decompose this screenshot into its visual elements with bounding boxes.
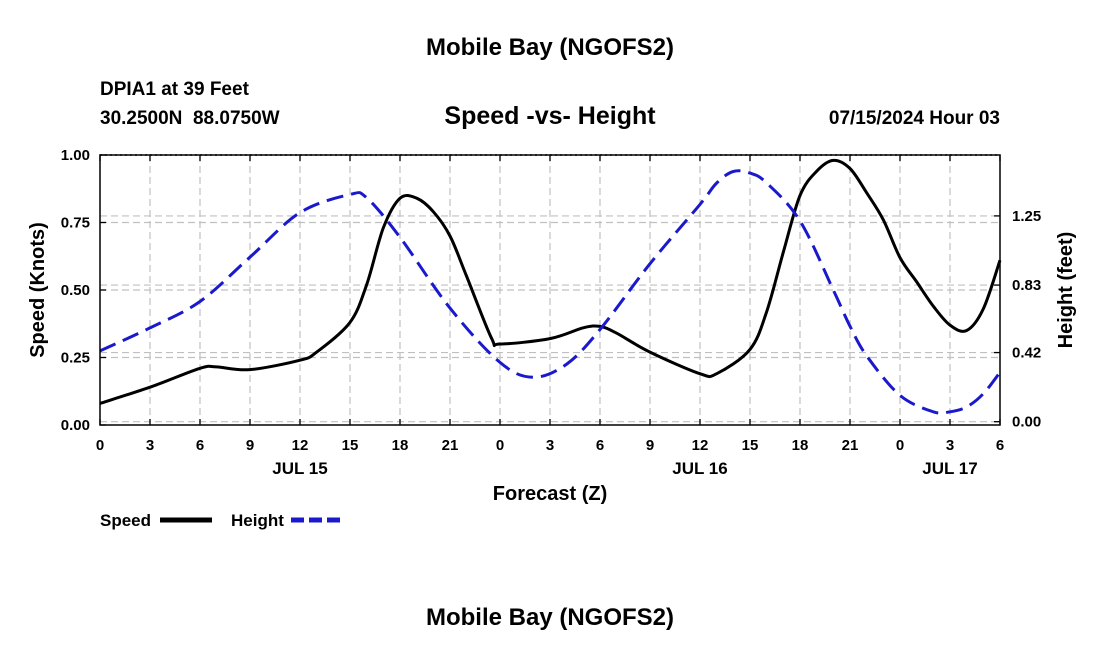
- y-left-tick-label: 0.00: [61, 417, 90, 434]
- plot-title: Speed -vs- Height: [444, 102, 656, 130]
- x-tick-label: 9: [246, 437, 254, 454]
- y-right-tick-label: 0.83: [1012, 277, 1041, 294]
- x-tick-label: 15: [742, 437, 759, 454]
- chart-main-title: Mobile Bay (NGOFS2): [426, 34, 674, 61]
- day-label: JUL 15: [272, 459, 327, 478]
- x-tick-label: 12: [692, 437, 709, 454]
- legend: Speed Height: [100, 511, 343, 530]
- y-left-tick-label: 1.00: [61, 147, 90, 164]
- x-tick-label: 9: [646, 437, 654, 454]
- height-series-line: [99, 169, 1002, 415]
- y-left-tick-label: 0.25: [61, 350, 90, 367]
- x-tick-label: 21: [442, 437, 459, 454]
- footer-title: Mobile Bay (NGOFS2): [426, 604, 674, 631]
- x-tick-label: 3: [546, 437, 554, 454]
- station-label: DPIA1 at 39 Feet: [100, 79, 250, 100]
- forecast-datetime: 07/15/2024 Hour 03: [829, 108, 1000, 129]
- y-left-tick-label: 0.75: [61, 215, 90, 232]
- y-axis-right-title: Height (feet): [1055, 232, 1077, 349]
- grid: [100, 155, 1000, 425]
- x-tick-label: 0: [896, 437, 904, 454]
- x-tick-label: 18: [792, 437, 809, 454]
- x-tick-label: 6: [596, 437, 604, 454]
- x-tick-label: 0: [96, 437, 104, 454]
- x-tick-label: 21: [842, 437, 859, 454]
- y-axis-left-title: Speed (Knots): [27, 222, 49, 358]
- series-layer: [99, 158, 1002, 415]
- x-tick-label: 6: [196, 437, 204, 454]
- legend-height-label: Height: [231, 511, 284, 530]
- x-tick-label: 6: [996, 437, 1004, 454]
- station-coordinates: 30.2500N 88.0750W: [100, 108, 280, 129]
- day-label: JUL 17: [922, 459, 977, 478]
- x-tick-label: 3: [946, 437, 954, 454]
- axes: 0 3 6 9 12 15 18 21 0 3 6 9 12 15 18 21 0 3 6 JUL 15 JUL 16 J…: [61, 147, 1041, 478]
- y-right-tick-label: 0.00: [1012, 414, 1041, 431]
- x-tick-label: 15: [342, 437, 359, 454]
- x-tick-label: 18: [392, 437, 409, 454]
- y-left-tick-label: 0.50: [61, 282, 90, 299]
- y-right-tick-label: 1.25: [1012, 208, 1041, 225]
- y-right-tick-label: 0.42: [1012, 345, 1041, 362]
- x-tick-label: 3: [146, 437, 154, 454]
- legend-speed-label: Speed: [100, 511, 151, 530]
- x-tick-label: 0: [496, 437, 504, 454]
- x-tick-label: 12: [292, 437, 309, 454]
- x-axis-title: Forecast (Z): [493, 483, 607, 505]
- speed-series-line: [99, 158, 1002, 405]
- day-label: JUL 16: [672, 459, 727, 478]
